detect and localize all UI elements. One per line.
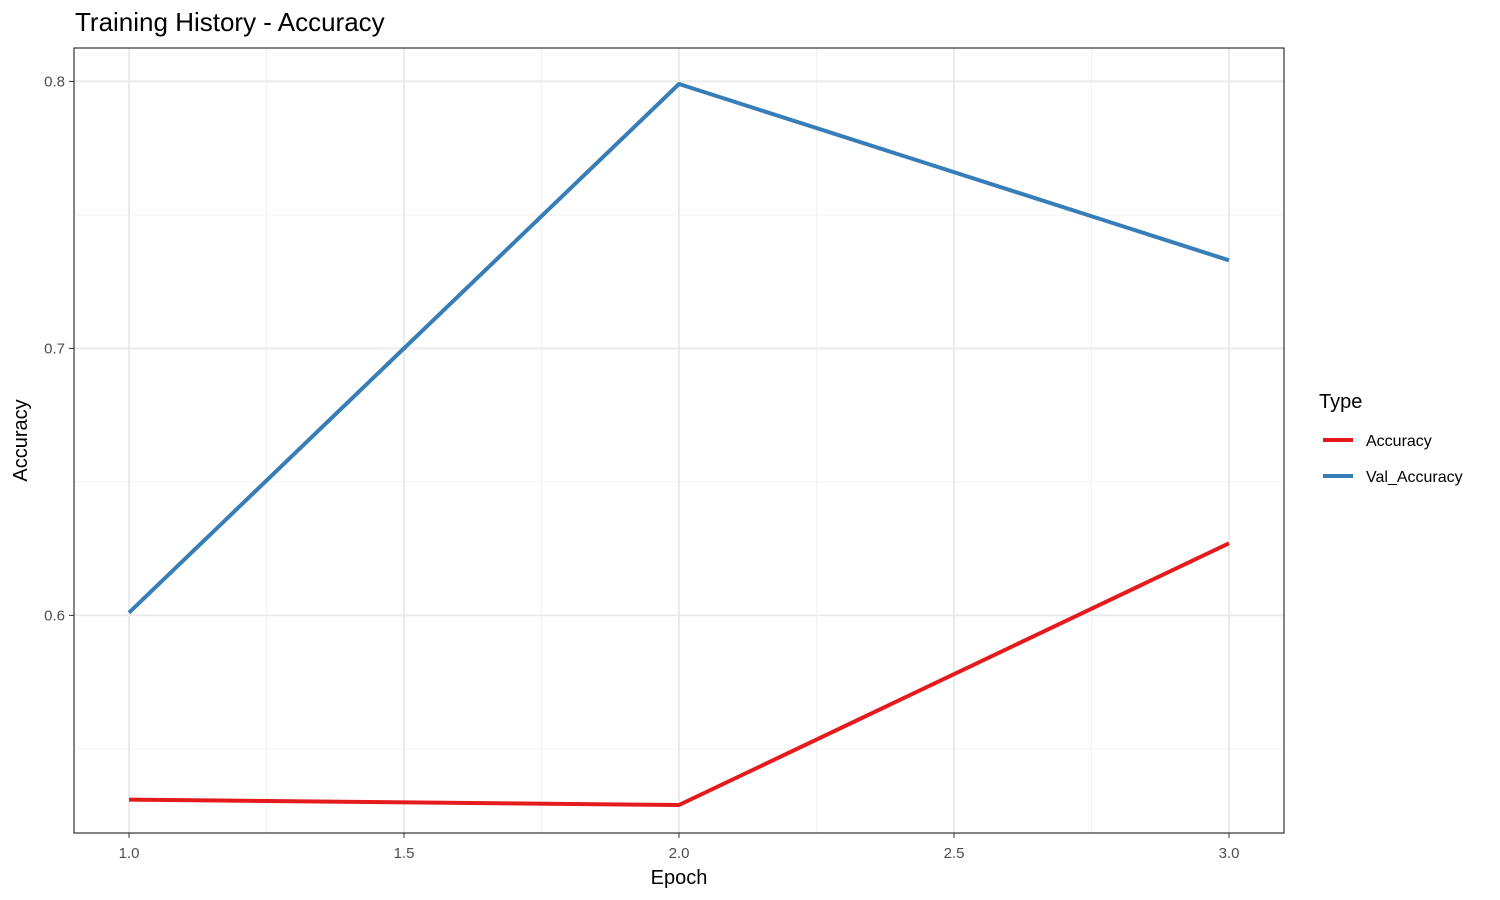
- x-tick-label: 2.5: [944, 845, 965, 862]
- series-line-accuracy: [128, 541, 1230, 807]
- grid: [74, 48, 1284, 833]
- y-tick-label: 0.8: [44, 73, 65, 90]
- legend-items: Accuracy Val_Accuracy: [1323, 433, 1463, 486]
- legend-title: Type: [1319, 391, 1362, 413]
- x-tick-label: 2.0: [669, 845, 690, 862]
- legend-label-val-accuracy: Val_Accuracy: [1366, 469, 1463, 486]
- axes: 1.0 1.5 2.0 2.5 3.0 0.6 0.7 0.8: [44, 73, 1239, 862]
- x-tick-label: 1.5: [394, 845, 415, 862]
- chart-title: Training History - Accuracy: [75, 7, 385, 37]
- x-tick-label: 1.0: [119, 845, 140, 862]
- legend: Type Accuracy Val_Accuracy: [1319, 391, 1463, 486]
- x-tick-label: 3.0: [1219, 845, 1240, 862]
- series-line-val-accuracy: [127, 82, 1230, 615]
- y-axis-title: Accuracy: [10, 399, 32, 481]
- y-tick-label: 0.6: [44, 607, 65, 624]
- legend-label-accuracy: Accuracy: [1366, 433, 1432, 450]
- x-axis-title: Epoch: [651, 867, 708, 889]
- y-tick-label: 0.7: [44, 340, 65, 357]
- series-lines: [127, 82, 1230, 807]
